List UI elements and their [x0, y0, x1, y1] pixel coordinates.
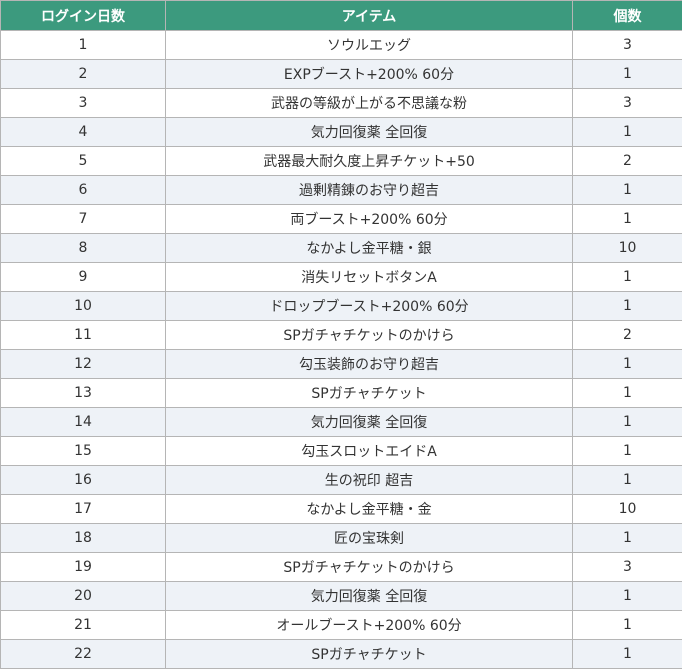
day-cell: 8	[0, 233, 166, 263]
table-row: 12 勾玉装飾のお守り超吉 1	[0, 349, 682, 379]
count-cell: 1	[572, 639, 682, 669]
day-cell: 5	[0, 146, 166, 176]
table-row: 15 勾玉スロットエイドA 1	[0, 436, 682, 466]
item-cell: ソウルエッグ	[165, 30, 573, 60]
item-cell: オールブースト+200% 60分	[165, 610, 573, 640]
count-cell: 2	[572, 146, 682, 176]
table-row: 18 匠の宝珠剣 1	[0, 523, 682, 553]
count-cell: 1	[572, 59, 682, 89]
count-cell: 1	[572, 523, 682, 553]
item-cell: ドロップブースト+200% 60分	[165, 291, 573, 321]
count-cell: 1	[572, 378, 682, 408]
table-row: 14 気力回復薬 全回復 1	[0, 407, 682, 437]
count-cell: 10	[572, 494, 682, 524]
item-cell: 武器最大耐久度上昇チケット+50	[165, 146, 573, 176]
count-cell: 1	[572, 291, 682, 321]
header-cell: 個数	[572, 0, 682, 31]
item-cell: SPガチャチケットのかけら	[165, 320, 573, 350]
day-cell: 21	[0, 610, 166, 640]
item-cell: SPガチャチケット	[165, 378, 573, 408]
day-cell: 4	[0, 117, 166, 147]
table-row: 16 生の祝印 超吉 1	[0, 465, 682, 495]
item-cell: 勾玉装飾のお守り超吉	[165, 349, 573, 379]
header-cell: アイテム	[165, 0, 573, 31]
count-cell: 1	[572, 436, 682, 466]
table-row: 22 SPガチャチケット 1	[0, 639, 682, 669]
count-cell: 1	[572, 117, 682, 147]
item-cell: 過剰精錬のお守り超吉	[165, 175, 573, 205]
day-cell: 22	[0, 639, 166, 669]
day-cell: 11	[0, 320, 166, 350]
day-cell: 14	[0, 407, 166, 437]
day-cell: 3	[0, 88, 166, 118]
count-cell: 3	[572, 30, 682, 60]
count-cell: 1	[572, 262, 682, 292]
table-row: 6 過剰精錬のお守り超吉 1	[0, 175, 682, 205]
day-cell: 16	[0, 465, 166, 495]
table-row: 13 SPガチャチケット 1	[0, 378, 682, 408]
day-cell: 13	[0, 378, 166, 408]
item-cell: EXPブースト+200% 60分	[165, 59, 573, 89]
table-row: 17 なかよし金平糖・金 10	[0, 494, 682, 524]
table-body: 1 ソウルエッグ 3 2 EXPブースト+200% 60分 1 3 武器の等級が上がる不思議な…	[0, 30, 682, 669]
count-cell: 1	[572, 407, 682, 437]
day-cell: 7	[0, 204, 166, 234]
header-row: ログイン日数 アイテム 個数	[0, 0, 682, 31]
count-cell: 1	[572, 465, 682, 495]
table-row: 2 EXPブースト+200% 60分 1	[0, 59, 682, 89]
table-header: ログイン日数 アイテム 個数	[0, 0, 682, 31]
table-row: 4 気力回復薬 全回復 1	[0, 117, 682, 147]
table-row: 5 武器最大耐久度上昇チケット+50 2	[0, 146, 682, 176]
day-cell: 9	[0, 262, 166, 292]
day-cell: 15	[0, 436, 166, 466]
day-cell: 10	[0, 291, 166, 321]
count-cell: 1	[572, 581, 682, 611]
table-row: 3 武器の等級が上がる不思議な粉 3	[0, 88, 682, 118]
item-cell: 気力回復薬 全回復	[165, 581, 573, 611]
table-row: 19 SPガチャチケットのかけら 3	[0, 552, 682, 582]
table-row: 21 オールブースト+200% 60分 1	[0, 610, 682, 640]
count-cell: 1	[572, 204, 682, 234]
item-cell: 匠の宝珠剣	[165, 523, 573, 553]
count-cell: 2	[572, 320, 682, 350]
day-cell: 1	[0, 30, 166, 60]
item-cell: 生の祝印 超吉	[165, 465, 573, 495]
day-cell: 2	[0, 59, 166, 89]
count-cell: 10	[572, 233, 682, 263]
item-cell: 武器の等級が上がる不思議な粉	[165, 88, 573, 118]
item-cell: 勾玉スロットエイドA	[165, 436, 573, 466]
table-row: 8 なかよし金平糖・銀 10	[0, 233, 682, 263]
day-cell: 17	[0, 494, 166, 524]
table-row: 1 ソウルエッグ 3	[0, 30, 682, 60]
day-cell: 20	[0, 581, 166, 611]
count-cell: 1	[572, 175, 682, 205]
item-cell: なかよし金平糖・銀	[165, 233, 573, 263]
count-cell: 1	[572, 349, 682, 379]
count-cell: 3	[572, 88, 682, 118]
day-cell: 6	[0, 175, 166, 205]
item-cell: 気力回復薬 全回復	[165, 407, 573, 437]
table-row: 9 消失リセットボタンA 1	[0, 262, 682, 292]
count-cell: 1	[572, 610, 682, 640]
item-cell: 気力回復薬 全回復	[165, 117, 573, 147]
day-cell: 18	[0, 523, 166, 553]
table-row: 11 SPガチャチケットのかけら 2	[0, 320, 682, 350]
table-row: 10 ドロップブースト+200% 60分 1	[0, 291, 682, 321]
header-cell: ログイン日数	[0, 0, 166, 31]
day-cell: 12	[0, 349, 166, 379]
table-row: 20 気力回復薬 全回復 1	[0, 581, 682, 611]
day-cell: 19	[0, 552, 166, 582]
count-cell: 3	[572, 552, 682, 582]
item-cell: 消失リセットボタンA	[165, 262, 573, 292]
item-cell: SPガチャチケット	[165, 639, 573, 669]
item-cell: なかよし金平糖・金	[165, 494, 573, 524]
table-row: 7 両ブースト+200% 60分 1	[0, 204, 682, 234]
item-cell: SPガチャチケットのかけら	[165, 552, 573, 582]
item-cell: 両ブースト+200% 60分	[165, 204, 573, 234]
